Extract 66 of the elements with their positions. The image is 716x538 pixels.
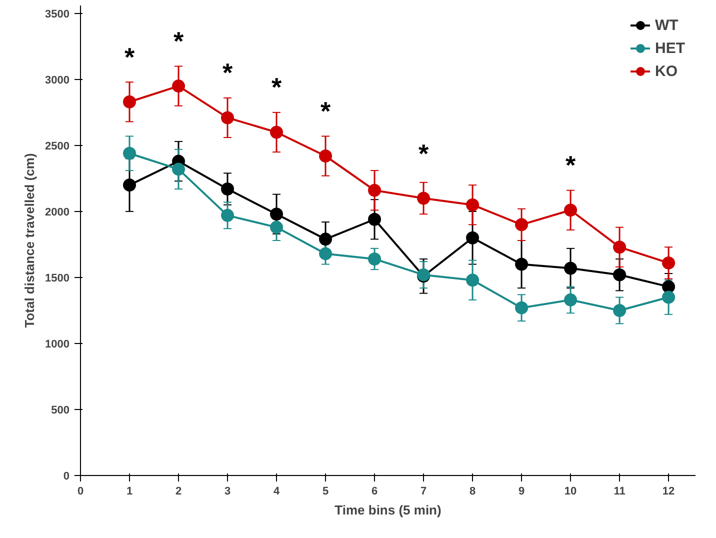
annotation: * (271, 72, 282, 102)
point (270, 220, 284, 234)
x-tick-label: 10 (564, 486, 577, 498)
point (417, 192, 430, 205)
x-tick-label: 1 (126, 486, 133, 498)
x-tick-label: 3 (224, 486, 231, 498)
point (221, 111, 234, 124)
y-tick-label: 500 (51, 404, 70, 416)
x-tick-label: 4 (273, 486, 280, 498)
point (662, 256, 676, 270)
point (564, 293, 578, 306)
y-tick-label: 3000 (45, 74, 70, 86)
point (613, 268, 626, 282)
point (515, 301, 528, 314)
legend-label: WT (655, 16, 678, 34)
y-tick-label: 1500 (45, 272, 70, 284)
point (221, 208, 234, 222)
point (466, 198, 480, 212)
point (123, 146, 136, 160)
x-tick-label: 5 (322, 486, 329, 498)
point (123, 95, 136, 108)
x-tick-label: 8 (469, 486, 476, 498)
point (270, 208, 284, 221)
y-tick-label: 1000 (45, 338, 70, 350)
legend-label: HET (655, 40, 685, 56)
x-tick-label: 6 (371, 486, 378, 498)
point (466, 274, 480, 287)
point (564, 262, 578, 275)
point (662, 290, 676, 304)
point (221, 182, 234, 196)
point (564, 204, 578, 217)
y-axis-title: Total distance travelled (cm) (22, 153, 38, 328)
annotation: * (565, 150, 576, 180)
point (319, 232, 332, 246)
point (515, 218, 528, 232)
x-axis-title: Time bins (5 min) (334, 502, 442, 518)
point (319, 247, 332, 260)
point (368, 184, 382, 197)
y-tick-label: 2500 (45, 140, 70, 152)
point (368, 212, 382, 226)
point (662, 280, 676, 294)
x-tick-label: 2 (175, 486, 182, 498)
annotation: * (124, 42, 136, 72)
point (319, 150, 332, 162)
x-tick-label: 12 (662, 486, 675, 498)
legend-label: KO (655, 62, 678, 80)
point (172, 162, 186, 176)
x-tick-label: 0 (77, 486, 84, 498)
point (368, 252, 382, 266)
y-tick-label: 0 (63, 470, 70, 482)
point (270, 126, 284, 139)
point (123, 178, 136, 192)
y-tick-label: 2000 (45, 206, 70, 218)
x-tick-label: 11 (614, 486, 626, 498)
point (613, 304, 626, 317)
point (515, 258, 528, 271)
annotation: * (418, 138, 430, 168)
annotation: * (222, 58, 234, 88)
annotation: * (320, 96, 332, 126)
x-tick-label: 7 (420, 486, 427, 498)
point (172, 80, 186, 93)
point (613, 240, 626, 254)
point (466, 231, 480, 244)
x-tick-label: 9 (518, 486, 525, 498)
y-tick-label: 3500 (45, 8, 70, 20)
annotation: * (173, 26, 184, 56)
